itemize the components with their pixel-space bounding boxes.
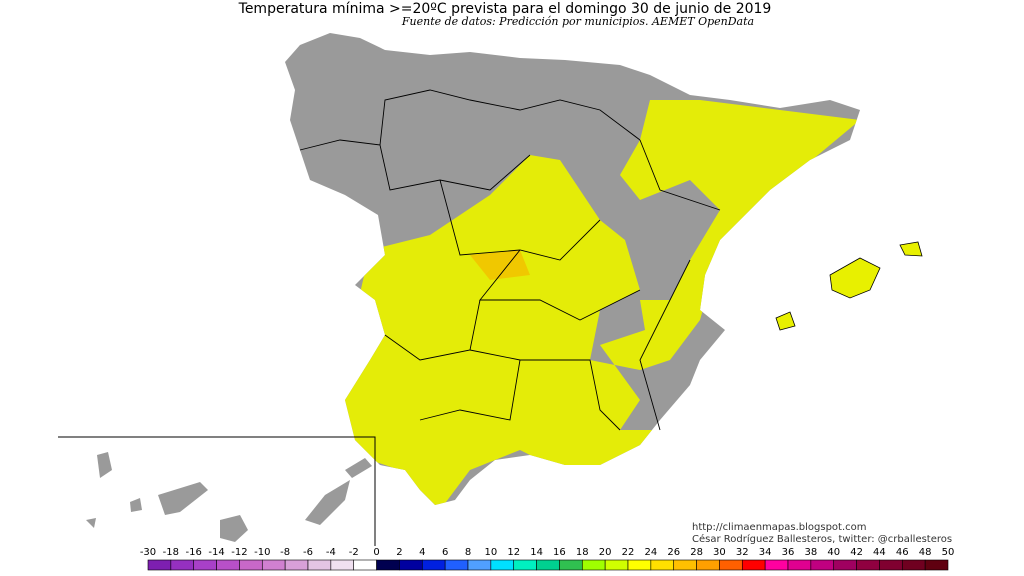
legend-swatch xyxy=(216,559,240,571)
legend-tick-label: 8 xyxy=(465,547,471,558)
legend-tick-label: 12 xyxy=(507,547,520,558)
island xyxy=(305,480,350,525)
legend-swatch xyxy=(353,559,377,571)
legend-tick-label: 18 xyxy=(576,547,589,558)
legend-tick-label: 6 xyxy=(442,547,448,558)
legend-swatch xyxy=(924,559,949,571)
legend-swatch xyxy=(467,559,492,571)
island xyxy=(86,518,96,528)
legend-swatch xyxy=(193,559,217,571)
legend-tick-label: -2 xyxy=(349,547,359,558)
legend-swatch xyxy=(764,559,789,571)
island xyxy=(775,311,796,331)
legend-tick-label: 40 xyxy=(827,547,840,558)
legend-tick-label: 22 xyxy=(622,547,635,558)
warm-areas xyxy=(340,100,860,505)
legend-swatch xyxy=(490,559,515,571)
legend-tick-label: 32 xyxy=(736,547,749,558)
island xyxy=(97,452,112,478)
legend-swatch xyxy=(239,559,263,571)
legend-swatch xyxy=(421,559,446,571)
warm-area xyxy=(340,100,860,505)
legend-tick-label: 14 xyxy=(530,547,543,558)
legend-swatch xyxy=(604,559,629,571)
legend-tick-label: 28 xyxy=(690,547,703,558)
map-subtitle: Fuente de datos: Predicción por municipi… xyxy=(401,15,754,28)
legend-swatch xyxy=(901,559,926,571)
island xyxy=(899,241,923,257)
legend-swatch xyxy=(879,559,903,571)
legend-swatch xyxy=(399,559,423,571)
mainland xyxy=(285,33,860,505)
island xyxy=(158,482,208,515)
legend-tick-label: 42 xyxy=(850,547,863,558)
island xyxy=(345,458,372,478)
legend-tick-label: 30 xyxy=(713,547,726,558)
legend-swatch xyxy=(833,559,857,571)
legend-swatch xyxy=(147,559,172,571)
legend-swatch xyxy=(581,559,606,571)
legend-swatch xyxy=(810,559,835,571)
legend-swatch xyxy=(787,559,812,571)
legend-tick-label: 26 xyxy=(667,547,680,558)
legend-tick-label: 34 xyxy=(759,547,772,558)
credit-author: César Rodríguez Ballesteros, twitter: @c… xyxy=(692,533,952,545)
legend-tick-label: -12 xyxy=(231,547,247,558)
legend-tick-label: -30 xyxy=(140,547,156,558)
balearic-islands xyxy=(775,241,923,331)
legend-tick-label: 4 xyxy=(419,547,425,558)
canary-inset xyxy=(58,436,376,546)
hot-area xyxy=(470,250,530,280)
legend-tick-label: -4 xyxy=(326,547,336,558)
island xyxy=(829,257,881,299)
legend-tick-label: -8 xyxy=(280,547,290,558)
legend-swatch xyxy=(376,559,400,571)
island xyxy=(130,498,142,512)
legend-tick-label: 50 xyxy=(942,547,955,558)
legend-swatch xyxy=(307,559,332,571)
legend-tick-label: 36 xyxy=(782,547,795,558)
legend-tick-label: 16 xyxy=(553,547,566,558)
legend-swatch xyxy=(261,559,286,571)
legend-tick-label: -18 xyxy=(163,547,179,558)
island xyxy=(220,515,248,542)
legend-tick-label: 38 xyxy=(804,547,817,558)
legend-tick-label: 0 xyxy=(373,547,379,558)
legend-tick-label: -14 xyxy=(208,547,224,558)
legend-tick-label: 2 xyxy=(396,547,402,558)
credit-url: http://climaenmapas.blogspot.com xyxy=(692,522,867,533)
legend-swatch xyxy=(444,559,469,571)
legend-tick-label: 24 xyxy=(644,547,657,558)
legend-swatch xyxy=(696,559,720,571)
legend-tick-label: 10 xyxy=(484,547,497,558)
legend-swatch xyxy=(513,559,537,571)
legend-swatch xyxy=(856,559,880,571)
legend-swatch xyxy=(170,559,195,571)
legend-tick-label: -16 xyxy=(186,547,202,558)
legend-tick-label: 48 xyxy=(919,547,932,558)
legend-swatch xyxy=(673,559,697,571)
legend-tick-label: 44 xyxy=(873,547,886,558)
legend-swatch xyxy=(627,559,652,571)
legend-swatch xyxy=(719,559,743,571)
legend-tick-label: 20 xyxy=(599,547,612,558)
legend-swatch xyxy=(650,559,675,571)
legend-swatch xyxy=(330,559,355,571)
legend-tick-label: -10 xyxy=(254,547,270,558)
legend-swatch xyxy=(536,559,560,571)
map-title: Temperatura mínima >=20ºC prevista para … xyxy=(238,1,772,17)
legend-swatch xyxy=(559,559,583,571)
legend: -30 -18 -16 -14 -12 -10 -8 -6 -4 -2 0 2 4 6 8 10 12 14 16 1… xyxy=(140,547,955,571)
legend-tick-label: -6 xyxy=(303,547,313,558)
legend-swatch xyxy=(284,559,309,571)
legend-swatch xyxy=(741,559,766,571)
legend-tick-label: 46 xyxy=(896,547,909,558)
